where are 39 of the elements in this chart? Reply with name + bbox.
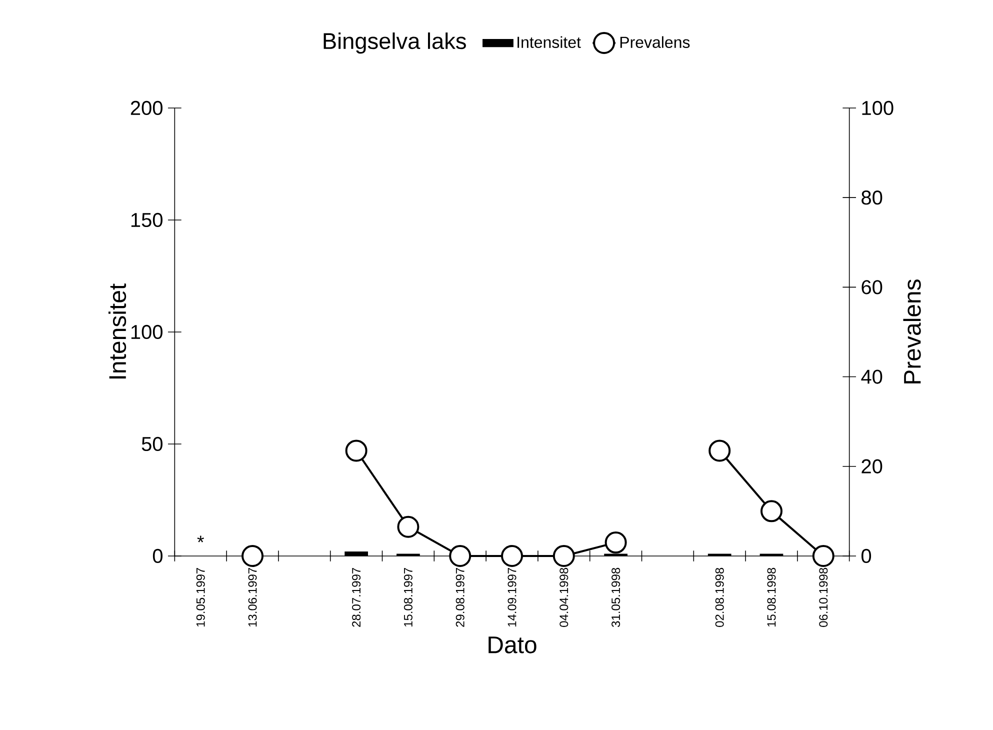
y2-tick-label: 40: [861, 370, 882, 384]
x-tick-label: 06.10.1998: [819, 568, 828, 627]
x-tick-label: 31.05.1998: [612, 568, 620, 627]
chart-title: Bingselva laks: [324, 32, 466, 54]
point: [812, 544, 834, 567]
point: [604, 532, 627, 554]
point: [449, 544, 472, 567]
y2-tick-label: 20: [862, 459, 882, 474]
y2-axis-title: Prevalens: [903, 279, 921, 384]
legend-label: Prevalens: [620, 36, 690, 48]
y-tick-label: 200: [130, 100, 162, 116]
y2-tick-label: 0: [861, 548, 872, 564]
legend-label: Intensitet: [518, 36, 581, 48]
y-tick-label: 150: [131, 212, 162, 228]
point: [345, 440, 368, 462]
x-tick-label: 15.08.1998: [767, 568, 776, 626]
y2-tick-label: 80: [862, 190, 882, 205]
point: [501, 544, 524, 567]
x-tick-label: 13.06.1997: [248, 568, 257, 626]
y2-tick-label: 60: [862, 280, 882, 294]
x-tick-label: 19.05.1997: [196, 568, 205, 626]
point: [760, 500, 782, 522]
y-tick-label: 100: [131, 324, 162, 340]
x-tick-label: 14.09.1997: [508, 568, 516, 626]
point: [397, 516, 420, 538]
point: [552, 544, 575, 567]
y-axis-title: Intensitet: [108, 283, 126, 378]
y2-tick-label: 100: [862, 100, 894, 116]
point: [708, 440, 731, 462]
x-tick-label: 02.08.1998: [715, 568, 724, 627]
x-tick-label: 28.07.1997: [352, 568, 361, 627]
y-tick-label: 0: [152, 548, 162, 564]
point: [242, 544, 264, 567]
y-tick-label: 50: [142, 436, 162, 452]
x-tick-label: 29.08.1997: [456, 568, 464, 627]
x-tick-label: 04.04.1998: [560, 568, 568, 627]
annotation: *: [197, 536, 204, 542]
x-tick-label: 15.08.1997: [404, 568, 412, 626]
x-axis-title: Dato: [488, 636, 536, 654]
